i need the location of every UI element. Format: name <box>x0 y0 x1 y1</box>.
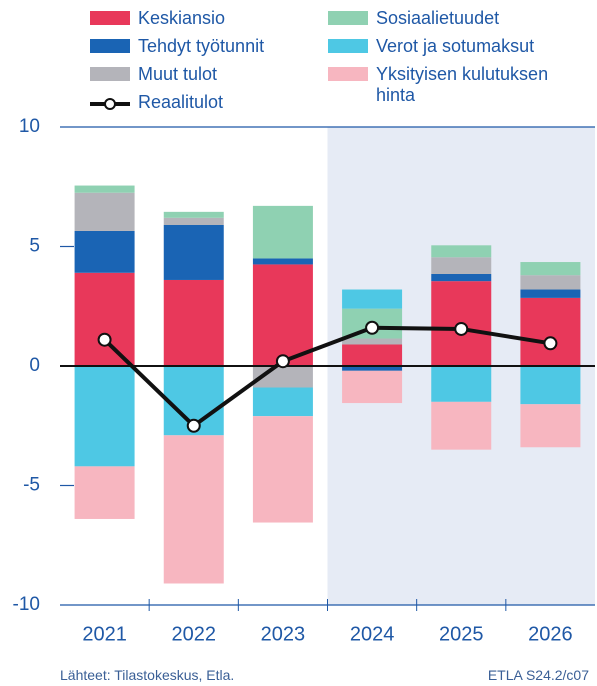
bar-segment <box>74 185 135 193</box>
bar-segment <box>252 205 313 259</box>
bar-segment <box>520 262 581 276</box>
bar-segment <box>342 370 403 404</box>
x-tick-label: 2023 <box>261 623 306 645</box>
bar-segment <box>431 257 492 274</box>
bar-segment <box>163 211 224 218</box>
line-marker <box>543 336 558 351</box>
source: Lähteet: Tilastokeskus, Etla. <box>60 667 235 683</box>
x-tick-label: 2026 <box>528 623 573 645</box>
bar-segment <box>520 366 581 405</box>
legend-item: Verot ja sotumaksut <box>328 36 576 57</box>
legend-label: Verot ja sotumaksut <box>376 36 535 56</box>
bar-segment <box>252 387 313 417</box>
line-marker <box>454 321 469 336</box>
legend-item: Tehdyt työtunnit <box>90 36 338 57</box>
line <box>103 325 551 429</box>
legend-label: Yksityisen kulutuksen hinta <box>376 64 549 105</box>
legend-item: Keskiansio <box>90 8 338 29</box>
legend-swatch <box>328 39 368 53</box>
legend-item: Reaalitulot <box>90 92 338 113</box>
x-tick-label: 2021 <box>82 623 127 645</box>
line-marker <box>186 418 201 433</box>
x-tick-label: 2024 <box>350 623 395 645</box>
bar-segment <box>74 192 135 231</box>
bar-segment <box>163 279 224 366</box>
legend-item: Sosiaalietuudet <box>328 8 576 29</box>
bar-segment <box>431 245 492 258</box>
bar-segment <box>163 217 224 225</box>
legend-label: Reaalitulot <box>138 92 224 112</box>
y-tick-label: -10 <box>13 594 40 615</box>
legend-label: Muut tulot <box>138 64 218 84</box>
bar-segment <box>342 366 403 371</box>
bar-segment <box>252 416 313 523</box>
bar-segment <box>342 338 403 345</box>
line-marker <box>275 354 290 369</box>
bar-segment <box>74 366 135 467</box>
bar-segment <box>520 275 581 290</box>
x-tick-label: 2025 <box>439 623 484 645</box>
line-marker <box>365 320 380 335</box>
legend-swatch <box>328 67 368 81</box>
legend-swatch <box>90 39 130 53</box>
bar-segment <box>431 401 492 450</box>
legend-swatch <box>328 11 368 25</box>
y-tick-label: 10 <box>19 116 40 137</box>
bar-segment <box>163 435 224 584</box>
x-tick-label: 2022 <box>172 623 217 645</box>
line-marker <box>97 332 112 347</box>
legend-swatch <box>90 95 130 110</box>
y-tick-label: -5 <box>23 475 40 496</box>
legend-item: Muut tulot <box>90 64 338 85</box>
bar-segment <box>520 297 581 366</box>
bar-segment <box>431 273 492 282</box>
legend-swatch <box>90 67 130 81</box>
bar-segment <box>520 404 581 448</box>
bar-segment <box>342 344 403 366</box>
bar-segment <box>74 466 135 519</box>
legend-item: Yksityisen kulutuksen hinta <box>328 64 576 106</box>
bar-segment <box>342 289 403 309</box>
bar-segment <box>431 366 492 402</box>
bar-segment <box>74 272 135 366</box>
y-tick-label: 0 <box>29 355 40 376</box>
bar-segment <box>520 289 581 298</box>
bar-segment <box>163 224 224 280</box>
legend-label: Keskiansio <box>138 8 226 28</box>
bar-segment <box>74 230 135 273</box>
note: ETLA S24.2/c07 <box>487 667 589 683</box>
legend-label: Tehdyt työtunnit <box>138 36 265 56</box>
y-tick-label: 5 <box>29 236 40 257</box>
bar-segment <box>252 258 313 265</box>
bar-segment <box>252 264 313 366</box>
legend-label: Sosiaalietuudet <box>376 8 500 28</box>
legend-swatch <box>90 11 130 25</box>
